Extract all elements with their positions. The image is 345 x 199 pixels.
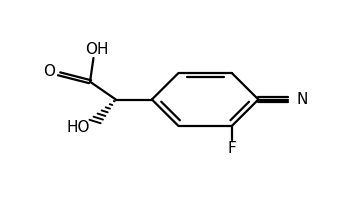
Text: N: N: [296, 92, 308, 107]
Text: OH: OH: [85, 42, 109, 57]
Text: HO: HO: [66, 120, 90, 135]
Text: F: F: [227, 141, 236, 156]
Text: O: O: [43, 64, 55, 79]
